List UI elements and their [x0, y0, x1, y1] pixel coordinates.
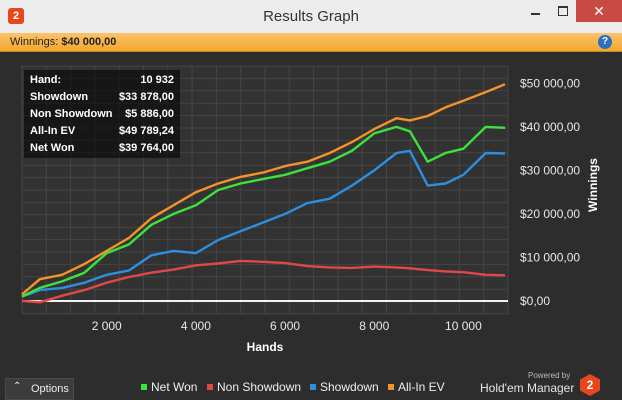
stat-label: Hand:: [30, 74, 62, 86]
stat-label: All-In EV: [30, 125, 76, 137]
stat-label: Net Won: [30, 142, 75, 154]
y-tick-label: $40 000,00: [520, 120, 580, 134]
legend-label: All-In EV: [398, 380, 445, 394]
stat-showdown: Showdown $33 878,00: [24, 89, 180, 106]
winnings-summary: Winnings: $40 000,00: [10, 36, 116, 48]
stat-all-in-ev: All-In EV $49 789,24: [24, 123, 180, 140]
legend-label: Non Showdown: [217, 380, 302, 394]
series-line-non-showdown: [21, 259, 506, 304]
x-tick-label: 8 000: [359, 319, 389, 333]
stat-value: $39 764,00: [118, 142, 174, 154]
legend-showdown[interactable]: Showdown: [310, 380, 379, 394]
y-tick-label: $30 000,00: [520, 163, 580, 177]
options-button[interactable]: ⌃ Options: [5, 378, 74, 400]
stat-value: $33 878,00: [118, 91, 174, 103]
y-tick-label: $20 000,00: [520, 207, 580, 221]
stat-hand: Hand: 10 932: [24, 72, 180, 89]
brand-name: Hold'em Manager: [480, 381, 575, 395]
legend-swatch: [141, 384, 147, 390]
legend-swatch: [207, 384, 213, 390]
x-tick-label: 10 000: [445, 319, 482, 333]
minimize-button[interactable]: [521, 0, 549, 22]
x-tick-label: 6 000: [270, 319, 300, 333]
legend-swatch: [310, 384, 316, 390]
help-icon[interactable]: ?: [598, 35, 612, 49]
series-line-showdown: [21, 149, 506, 298]
legend-swatch: [388, 384, 394, 390]
winnings-bar: Winnings: $40 000,00 ?: [0, 33, 622, 52]
stat-label: Showdown: [30, 91, 89, 103]
winnings-label: Winnings:: [10, 36, 59, 48]
app-logo-icon: 2: [8, 8, 24, 24]
stat-value: $5 886,00: [125, 108, 174, 120]
x-tick-label: 2 000: [92, 319, 122, 333]
bottom-bar: ⌃ Options Net Won Non Showdown Showdown …: [0, 376, 622, 400]
legend-non-showdown[interactable]: Non Showdown: [207, 380, 301, 394]
y-tick-label: $50 000,00: [520, 76, 580, 90]
stat-label: Non Showdown: [30, 108, 113, 120]
stats-panel: Hand: 10 932 Showdown $33 878,00 Non Showd…: [24, 70, 180, 158]
y-tick-label: $10 000,00: [520, 250, 580, 264]
legend-label: Net Won: [151, 380, 198, 394]
close-button[interactable]: ✕: [576, 0, 622, 22]
winnings-value: $40 000,00: [61, 36, 117, 48]
brand-logo-icon: 2: [580, 374, 600, 396]
maximize-button[interactable]: [549, 0, 576, 22]
stat-non-showdown: Non Showdown $5 886,00: [24, 106, 180, 123]
stat-value: 10 932: [140, 74, 174, 86]
window-title: Results Graph: [263, 8, 359, 25]
powered-by-label: Powered by: [528, 371, 571, 380]
x-tick-label: 4 000: [181, 319, 211, 333]
title-bar: 2 Results Graph ✕: [0, 0, 622, 34]
legend-all-in-ev[interactable]: All-In EV: [388, 380, 445, 394]
legend-label: Showdown: [320, 380, 379, 394]
chevron-up-icon: ⌃: [13, 381, 22, 392]
series-line-all-in-ev: [21, 83, 506, 296]
stat-value: $49 789,24: [118, 125, 174, 137]
options-label: Options: [31, 383, 69, 395]
y-axis-title: Winnings: [586, 158, 600, 212]
legend-net-won[interactable]: Net Won: [141, 380, 197, 394]
series-line-net-won: [21, 125, 506, 298]
x-axis-title: Hands: [247, 340, 284, 354]
y-tick-label: $0,00: [520, 294, 550, 308]
stat-net-won: Net Won $39 764,00: [24, 140, 180, 157]
